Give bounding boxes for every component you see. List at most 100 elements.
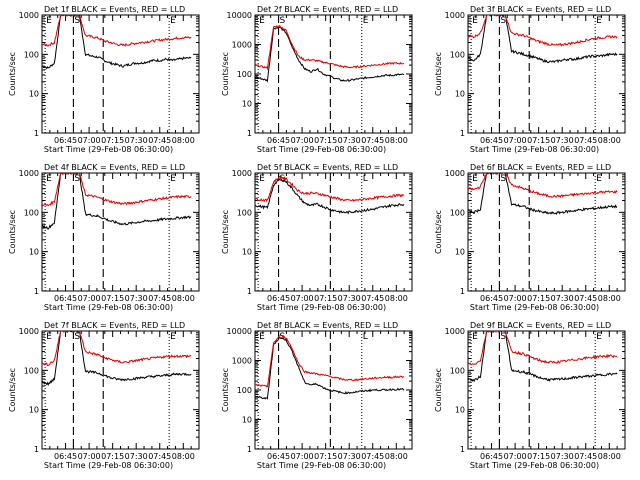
marker-label: E [472,16,478,26]
marker-label: E [596,332,602,342]
x-tick-label: 07:00 [291,452,314,461]
events-series-line [468,173,618,215]
lld-series-line [42,331,192,367]
y-tick-label: 1000 [19,11,39,20]
y-tick-label: 10 [29,90,39,99]
panel-title: Det 8f BLACK = Events, RED = LLD [257,321,398,330]
detector-panel-6: Det 6f BLACK = Events, RED = LLD 1 10 100 10… [434,163,626,312]
marker-label: L [363,332,368,342]
x-tick-label: 07:30 [125,452,148,461]
y-tick-label: 10000 [227,327,252,336]
x-tick-label: 07:30 [125,294,148,303]
y-axis-label: Counts/sec [221,52,230,96]
x-tick-label: 07:45 [148,294,171,303]
y-tick-label: 1 [34,129,39,138]
x-tick-label: 07:30 [551,294,574,303]
x-tick-label: 08:00 [172,294,195,303]
marker-label: S [500,174,506,184]
marker-label: E [170,16,176,26]
y-tick-label: 1000 [445,11,465,20]
x-tick-label: 07:00 [504,294,527,303]
y-tick-label: 1000 [19,169,39,178]
marker-label: E [170,332,176,342]
lld-series-line [468,15,618,47]
marker-label: E [472,332,478,342]
x-tick-label: 07:00 [78,452,101,461]
marker-label: E [363,16,369,26]
x-tick-label: 08:00 [385,136,408,145]
x-tick-label: 07:15 [527,136,550,145]
x-axis-label: Start Time (29-Feb-08 06:30:00) [44,303,173,312]
y-tick-label: 1 [460,129,465,138]
plot-frame [41,330,200,450]
marker-label: S [74,16,80,26]
x-axis-label: Start Time (29-Feb-08 06:30:00) [44,145,173,154]
x-tick-label: 07:15 [101,294,124,303]
y-tick-label: 100 [24,50,39,59]
x-tick-label: 07:00 [504,452,527,461]
panel-title: Det 6f BLACK = Events, RED = LLD [470,163,611,172]
y-tick-label: 10 [455,90,465,99]
marker-label: E [259,332,265,342]
x-tick-label: 06:45 [480,136,503,145]
marker-label: E [46,16,52,26]
x-tick-label: 06:45 [267,294,290,303]
x-tick-label: 07:45 [574,136,597,145]
x-axis-label: Start Time (29-Feb-08 06:30:00) [470,145,599,154]
y-axis-label: Counts/sec [221,210,230,254]
events-series-line [42,15,192,70]
x-tick-label: 06:45 [54,452,77,461]
x-tick-label: 08:00 [172,452,195,461]
y-tick-label: 1 [247,129,252,138]
y-tick-label: 100 [237,70,252,79]
marker-label: L [363,174,368,184]
y-tick-label: 1 [34,445,39,454]
x-tick-label: 07:30 [551,452,574,461]
y-tick-label: 1 [460,287,465,296]
x-tick-label: 08:00 [598,452,621,461]
y-tick-label: 10 [455,248,465,257]
x-tick-label: 08:00 [385,294,408,303]
y-tick-label: 100 [450,208,465,217]
x-tick-label: 07:30 [338,136,361,145]
marker-label: S [74,174,80,184]
events-series-line [255,26,405,83]
x-tick-label: 07:45 [361,294,384,303]
y-axis-label: Counts/sec [8,368,17,412]
x-tick-label: 06:45 [54,136,77,145]
y-tick-label: 10 [242,416,252,425]
marker-label: E [46,332,52,342]
lld-series-line [468,331,618,366]
y-tick-label: 10 [455,406,465,415]
detector-panel-8: Det 8f BLACK = Events, RED = LLD 1 10 100 10… [221,321,413,470]
plot-frame [467,14,626,134]
events-series-line [42,173,192,230]
x-tick-label: 07:45 [148,136,171,145]
y-tick-label: 100 [450,50,465,59]
marker-label: E [259,174,265,184]
y-tick-label: 10 [29,248,39,257]
x-tick-label: 07:15 [101,136,124,145]
x-tick-label: 07:15 [101,452,124,461]
x-axis-label: Start Time (29-Feb-08 06:30:00) [257,145,386,154]
x-tick-label: 07:30 [338,294,361,303]
marker-label: S [280,16,286,26]
y-tick-label: 100 [237,208,252,217]
x-tick-label: 06:45 [267,452,290,461]
x-tick-label: 07:15 [314,294,337,303]
x-tick-label: 06:45 [267,136,290,145]
x-axis-label: Start Time (29-Feb-08 06:30:00) [44,461,173,470]
marker-label: S [500,16,506,26]
x-tick-label: 07:00 [78,136,101,145]
marker-label: S [280,174,286,184]
x-tick-label: 08:00 [598,294,621,303]
x-tick-label: 07:00 [291,136,314,145]
y-tick-label: 1000 [19,327,39,336]
x-axis-label: Start Time (29-Feb-08 06:30:00) [257,461,386,470]
y-tick-label: 1000 [445,169,465,178]
detector-panel-3: Det 3f BLACK = Events, RED = LLD 1 10 100 10… [434,5,626,154]
marker-label: E [170,174,176,184]
detector-panel-4: Det 4f BLACK = Events, RED = LLD 1 10 100 10… [8,163,200,312]
plot-frame [41,172,200,292]
y-tick-label: 10000 [227,11,252,20]
